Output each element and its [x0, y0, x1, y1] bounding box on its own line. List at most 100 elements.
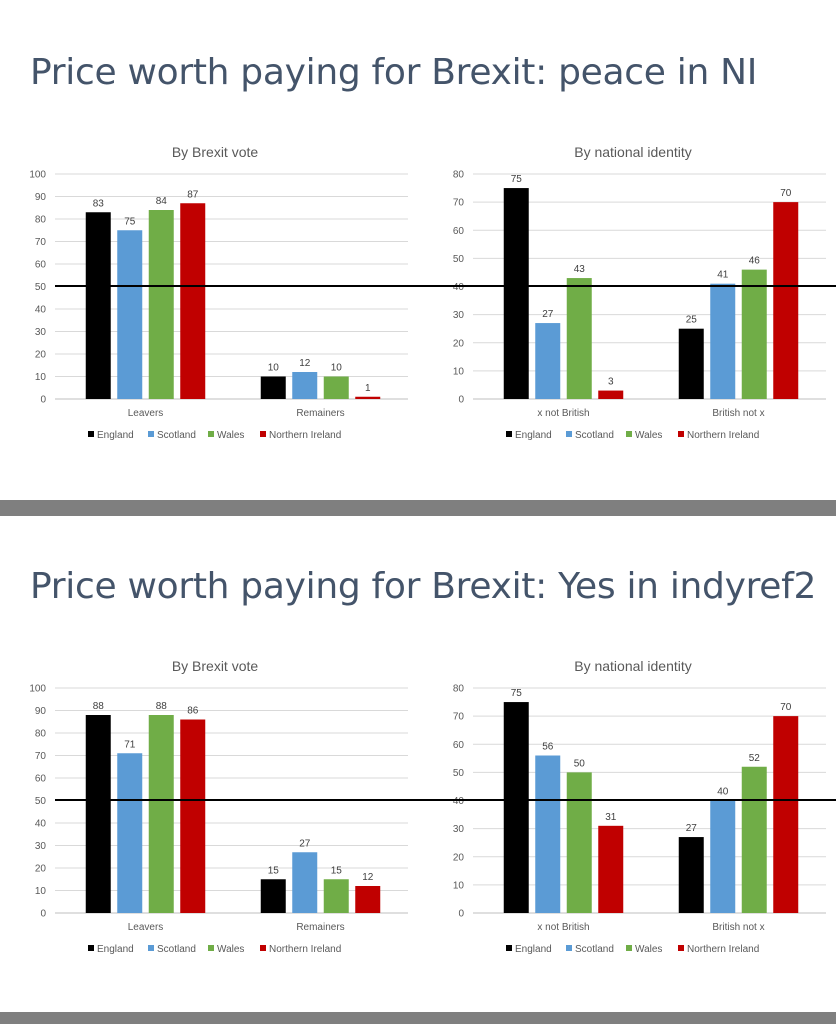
y-tick-label: 50	[35, 282, 47, 293]
chart-title: By national identity	[574, 144, 692, 160]
legend-label-scotland: Scotland	[157, 944, 196, 955]
bar-england-leavers	[85, 715, 111, 913]
bar-wales-x-not-british	[566, 772, 592, 913]
legend-swatch-northern-ireland	[260, 945, 266, 951]
legend-label-northern-ireland: Northern Ireland	[687, 430, 759, 441]
legend-label-england: England	[515, 430, 552, 441]
y-tick-label: 30	[453, 310, 465, 321]
slide-yes-in-indyref2: Price worth paying for Brexit: Yes in in…	[0, 516, 836, 1012]
data-label: 27	[686, 823, 698, 834]
data-label: 12	[362, 872, 374, 883]
fifty-percent-reference-line	[55, 799, 836, 801]
data-label: 83	[93, 198, 105, 209]
category-label: Leavers	[128, 922, 164, 933]
slide-title: Price worth paying for Brexit: Yes in in…	[30, 566, 817, 607]
data-label: 71	[124, 739, 136, 750]
legend-label-northern-ireland: Northern Ireland	[687, 944, 759, 955]
chart-title: By national identity	[574, 658, 692, 674]
data-label: 56	[542, 742, 554, 753]
data-label: 27	[299, 838, 311, 849]
y-tick-label: 0	[40, 395, 46, 406]
legend-label-wales: Wales	[635, 944, 662, 955]
bar-england-remainers	[260, 376, 286, 399]
bar-scotland-remainers	[292, 372, 318, 399]
y-tick-label: 60	[35, 774, 47, 785]
legend-label-wales: Wales	[635, 430, 662, 441]
slide-separator	[0, 500, 836, 516]
y-tick-label: 80	[453, 170, 465, 181]
fifty-percent-reference-line	[55, 285, 836, 287]
category-label: Remainers	[296, 922, 344, 933]
data-label: 25	[686, 315, 698, 326]
legend-label-england: England	[97, 944, 134, 955]
legend-swatch-scotland	[566, 431, 572, 437]
legend-label-wales: Wales	[217, 944, 244, 955]
y-tick-label: 20	[35, 350, 47, 361]
bottom-separator	[0, 1012, 836, 1024]
bar-scotland-british-not-x	[710, 800, 736, 913]
chart-by-national-identity: By national identity 0 10 20 30 40 50 60 70 80 75 2…	[453, 144, 826, 441]
legend-swatch-england	[506, 945, 512, 951]
y-tick-label: 30	[453, 824, 465, 835]
category-label: British not x	[712, 922, 764, 933]
legend-label-northern-ireland: Northern Ireland	[269, 430, 341, 441]
y-tick-label: 20	[453, 338, 465, 349]
y-tick-label: 20	[453, 852, 465, 863]
data-label: 88	[156, 701, 168, 712]
chart-title: By Brexit vote	[172, 144, 259, 160]
bar-wales-remainers	[323, 879, 349, 913]
y-tick-label: 30	[35, 327, 47, 338]
bar-northern-ireland-remainers	[355, 886, 381, 913]
legend-label-scotland: Scotland	[575, 944, 614, 955]
y-tick-label: 10	[453, 880, 465, 891]
bar-scotland-leavers	[117, 753, 143, 913]
bar-scotland-x-not-british	[535, 755, 561, 913]
bar-england-leavers	[85, 212, 111, 399]
data-label: 15	[268, 865, 280, 876]
y-tick-label: 0	[458, 395, 464, 406]
bar-northern-ireland-leavers	[180, 719, 206, 913]
y-tick-label: 80	[35, 729, 47, 740]
legend-swatch-wales	[626, 431, 632, 437]
category-label: x not British	[537, 408, 589, 419]
legend-swatch-northern-ireland	[678, 431, 684, 437]
category-label: British not x	[712, 408, 764, 419]
y-tick-label: 0	[40, 909, 46, 920]
y-tick-label: 50	[453, 254, 465, 265]
category-label: Remainers	[296, 408, 344, 419]
data-label: 52	[749, 753, 761, 764]
y-tick-label: 40	[35, 305, 47, 316]
y-tick-label: 60	[453, 226, 465, 237]
legend-swatch-england	[506, 431, 512, 437]
legend-swatch-england	[88, 945, 94, 951]
y-tick-label: 50	[453, 768, 465, 779]
y-tick-label: 90	[35, 706, 47, 717]
y-tick-label: 40	[453, 282, 465, 293]
y-tick-label: 70	[35, 751, 47, 762]
bar-northern-ireland-remainers	[355, 396, 381, 399]
data-label: 15	[331, 865, 343, 876]
data-label: 31	[605, 812, 617, 823]
data-label: 27	[542, 309, 554, 320]
bar-northern-ireland-british-not-x	[773, 202, 799, 399]
y-tick-label: 70	[35, 237, 47, 248]
bar-wales-leavers	[148, 715, 174, 913]
y-tick-label: 20	[35, 864, 47, 875]
bar-england-x-not-british	[503, 188, 529, 399]
y-tick-label: 0	[458, 909, 464, 920]
bar-northern-ireland-x-not-british	[598, 825, 624, 913]
data-label: 12	[299, 358, 311, 369]
y-tick-label: 80	[453, 684, 465, 695]
legend-label-scotland: Scotland	[575, 430, 614, 441]
bar-wales-x-not-british	[566, 278, 592, 399]
legend-swatch-northern-ireland	[260, 431, 266, 437]
data-label: 1	[365, 383, 371, 394]
legend-swatch-scotland	[148, 945, 154, 951]
data-label: 88	[93, 701, 105, 712]
bar-wales-british-not-x	[741, 269, 767, 399]
data-label: 75	[511, 688, 523, 699]
legend-swatch-wales	[208, 945, 214, 951]
slide-title: Price worth paying for Brexit: peace in …	[30, 52, 758, 93]
y-tick-label: 30	[35, 841, 47, 852]
data-label: 70	[780, 188, 792, 199]
